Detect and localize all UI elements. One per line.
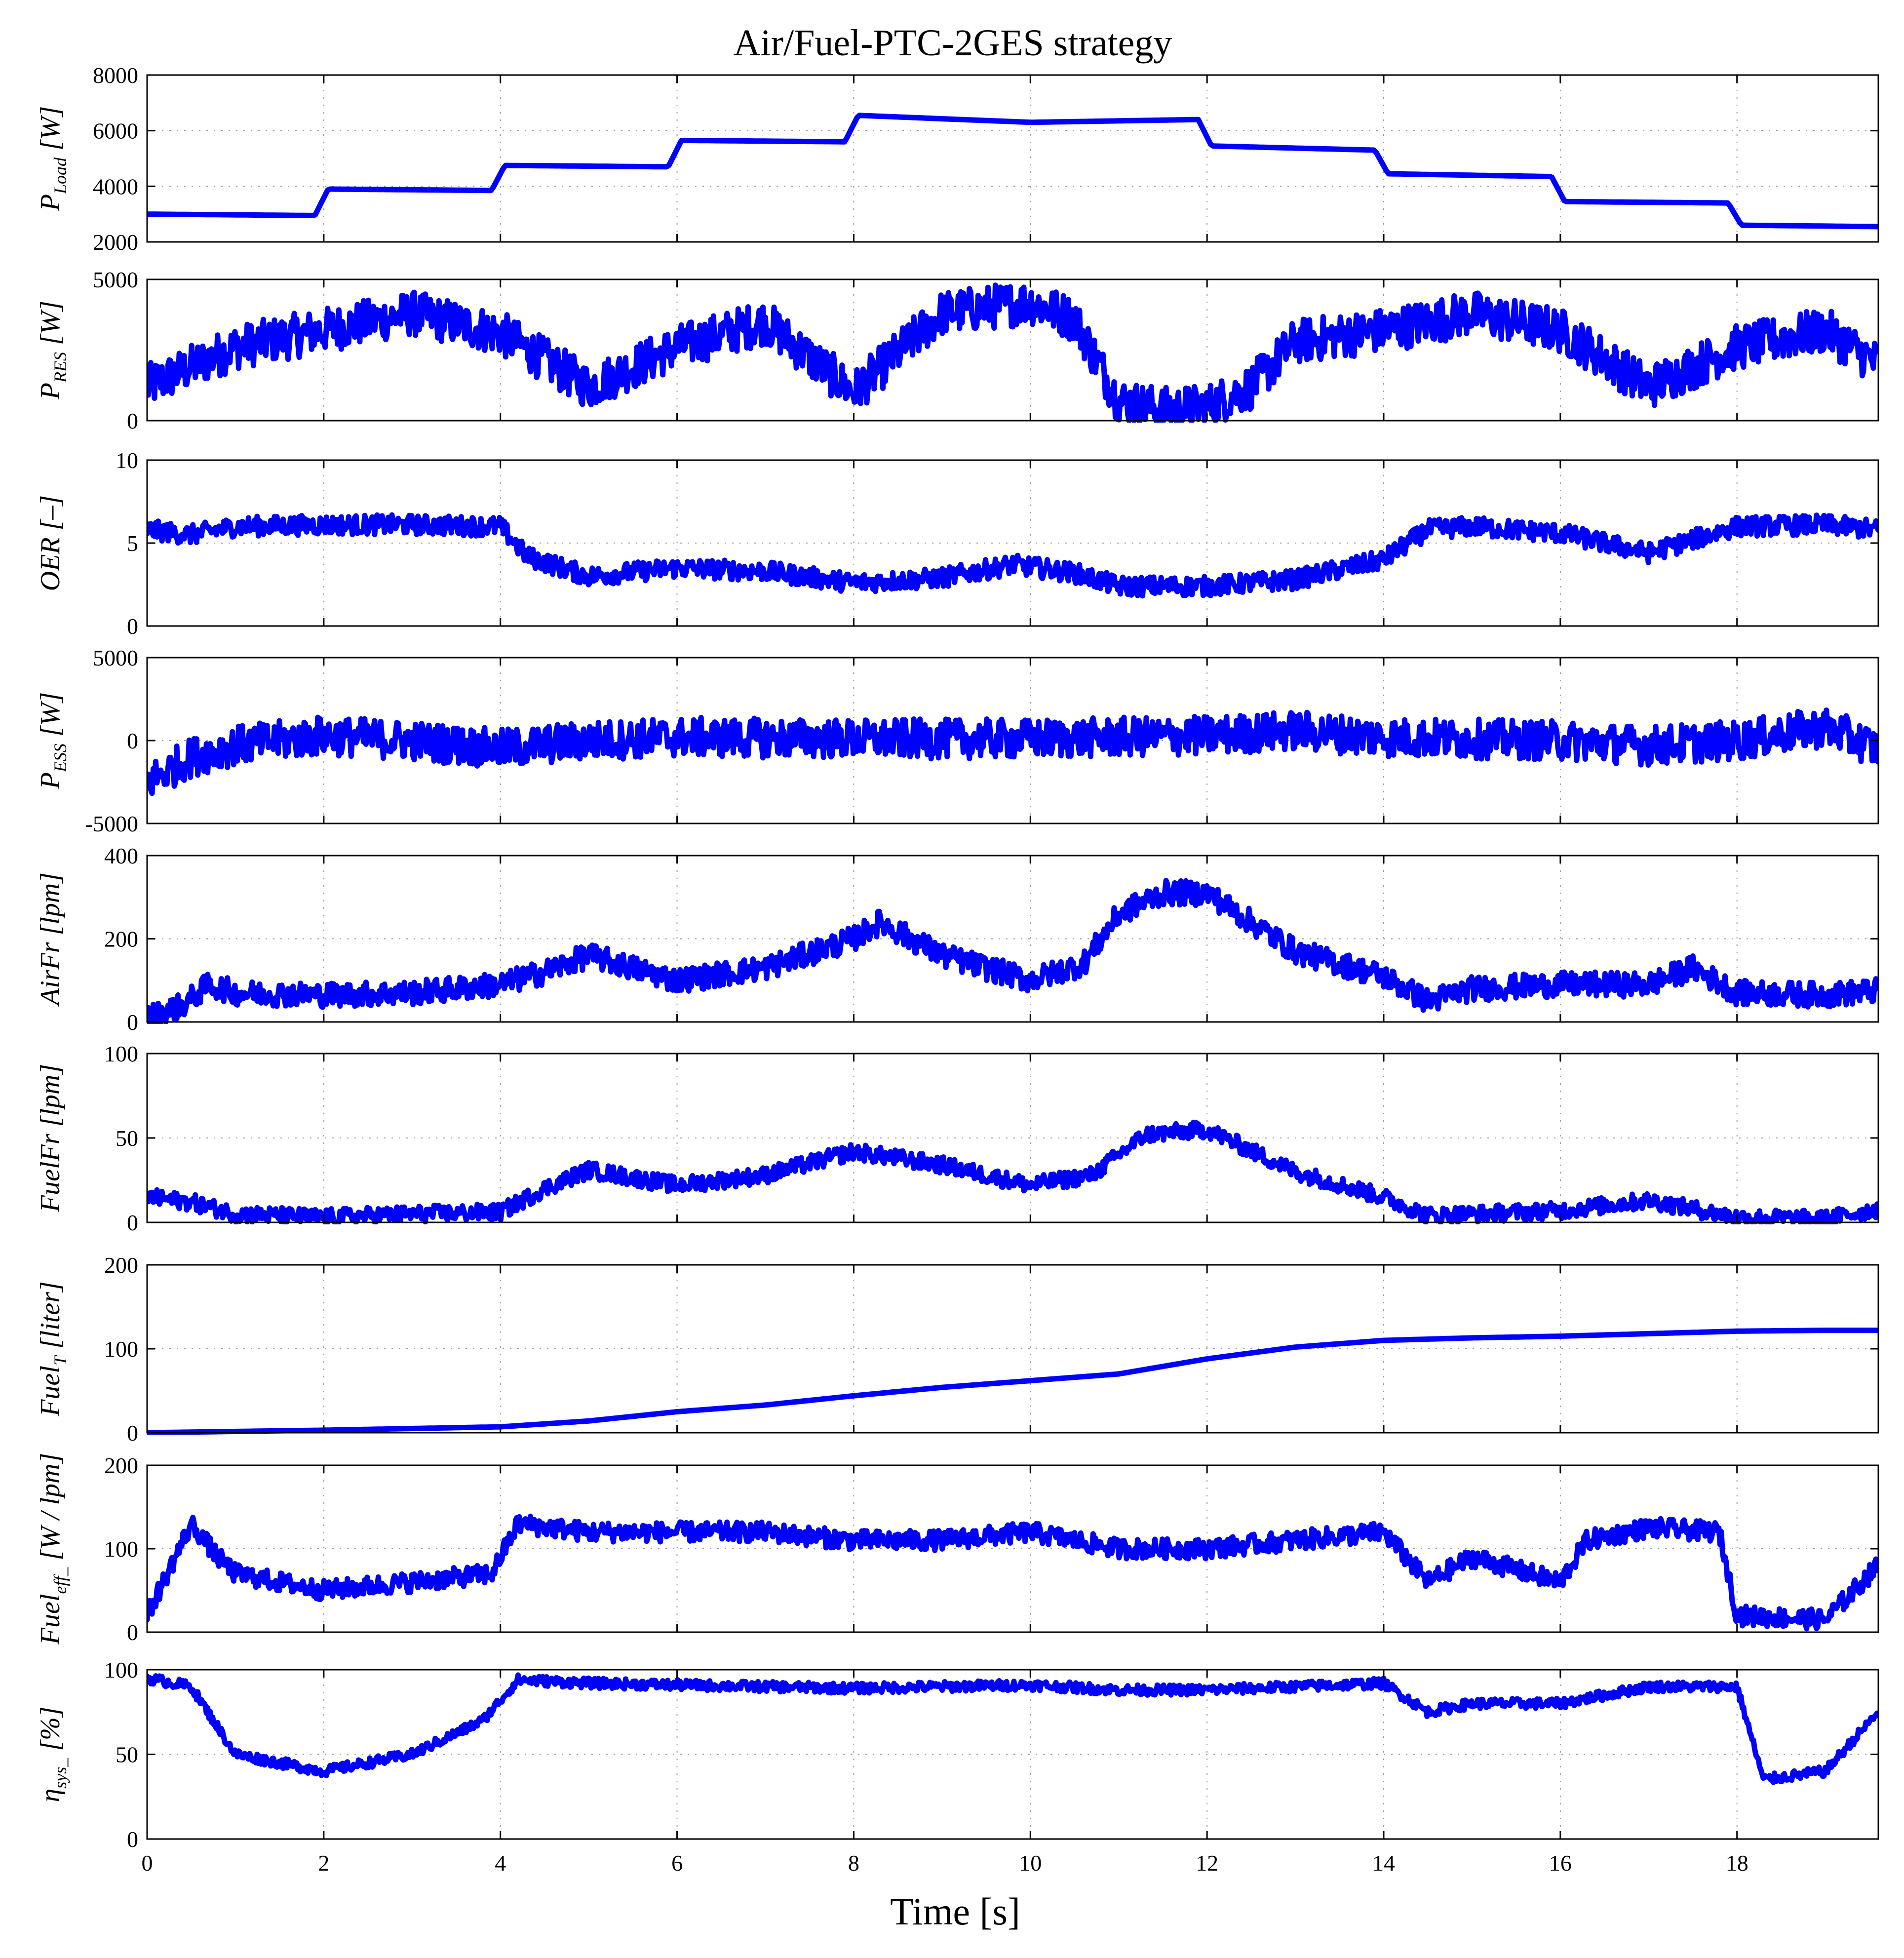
x-tick-label: 14 <box>1372 1850 1395 1876</box>
y-tick-label: 0 <box>127 1010 138 1035</box>
y-axis-label: FuelFr [lpm] <box>35 1064 66 1213</box>
y-tick-label: 50 <box>116 1742 138 1767</box>
y-tick-label: 0 <box>127 1210 138 1235</box>
series-line-oer <box>147 512 1878 599</box>
subplot-oer: 0 5 10 OER [–] <box>35 448 1879 639</box>
y-tick-label: 100 <box>104 1657 138 1683</box>
y-tick-label: 0 <box>127 1420 138 1446</box>
x-tick-label: 8 <box>848 1850 859 1876</box>
y-tick-label: 5000 <box>93 267 138 292</box>
y-tick-label: 2000 <box>93 230 138 255</box>
y-axis-label: PRES [W] <box>35 301 70 400</box>
x-tick-label: 0 <box>142 1850 153 1876</box>
x-tick-label: 4 <box>495 1850 506 1876</box>
y-tick-label: 0 <box>127 1827 138 1852</box>
subplot-airfr: 0 200 400 AirFr [lpm] <box>35 843 1879 1035</box>
x-axis-ticks: 0 2 4 6 8 10 12 14 16 18 <box>142 1850 1749 1876</box>
y-tick-label: 5000 <box>93 645 138 670</box>
x-tick-label: 12 <box>1196 1850 1218 1876</box>
x-tick-label: 16 <box>1549 1850 1572 1876</box>
x-tick-label: 18 <box>1726 1850 1749 1876</box>
y-axis-label: FuelT [liter] <box>35 1281 70 1417</box>
x-tick-label: 2 <box>318 1850 329 1876</box>
y-tick-label: -5000 <box>85 811 138 836</box>
subplot-pess: -5000 0 5000 PESS [W] <box>35 645 1879 836</box>
y-tick-label: 8000 <box>93 63 138 88</box>
y-tick-label: 200 <box>104 1453 138 1478</box>
y-axis-label: PESS [W] <box>35 692 70 789</box>
series-line-etasys <box>147 1672 1878 1785</box>
chart-title: Air/Fuel-PTC-2GES strategy <box>734 22 1172 64</box>
y-tick-label: 200 <box>104 1253 138 1278</box>
x-axis-label: Time [s] <box>890 1890 1020 1933</box>
y-axis-label: Fueleff_ [W / lpm] <box>35 1453 70 1645</box>
series-line-fuelt <box>147 1328 1878 1435</box>
y-tick-label: 0 <box>127 614 138 639</box>
subplot-fuelfr: 0 50 100 FuelFr [lpm] <box>35 1041 1879 1235</box>
series-line-fueleff <box>147 1513 1878 1632</box>
y-tick-label: 10 <box>116 448 138 473</box>
subplot-etasys: 0 50 100 ηsys_ [%] <box>35 1657 1879 1852</box>
x-tick-label: 10 <box>1019 1850 1042 1876</box>
series-line-pres <box>147 282 1878 423</box>
series-line-fuelfr <box>147 1120 1878 1224</box>
y-axis-label: AirFr [lpm] <box>35 872 66 1007</box>
series-line-airfr <box>147 878 1878 1024</box>
y-tick-label: 400 <box>104 843 138 868</box>
y-tick-label: 0 <box>127 728 138 753</box>
series-line-pload <box>147 113 1878 230</box>
y-axis-label: OER [–] <box>35 495 66 591</box>
y-tick-label: 0 <box>127 1620 138 1645</box>
series-line-pess <box>147 707 1878 796</box>
axes-frame <box>146 74 1879 243</box>
y-axis-label: ηsys_ [%] <box>35 1706 70 1802</box>
x-tick-label: 6 <box>671 1850 683 1876</box>
y-axis-label: PLoad [W] <box>35 106 70 211</box>
y-tick-label: 200 <box>104 927 138 952</box>
y-tick-label: 6000 <box>93 118 138 144</box>
subplot-fuelt: 0 100 200 FuelT [liter] <box>35 1253 1879 1446</box>
y-tick-label: 5 <box>127 531 138 556</box>
subplot-pload: 2000 4000 6000 8000 PLoad [W] <box>35 63 1879 255</box>
y-tick-label: 100 <box>104 1536 138 1562</box>
y-tick-label: 4000 <box>93 174 138 199</box>
subplot-pres: 0 5000 PRES [W] <box>35 267 1879 433</box>
axes-frame <box>146 278 1879 422</box>
y-tick-label: 100 <box>104 1041 138 1066</box>
y-tick-label: 0 <box>127 408 138 433</box>
y-tick-label: 50 <box>116 1126 138 1151</box>
y-tick-label: 100 <box>104 1336 138 1362</box>
subplot-fueleff: 0 100 200 Fueleff_ [W / lpm] <box>35 1453 1879 1645</box>
